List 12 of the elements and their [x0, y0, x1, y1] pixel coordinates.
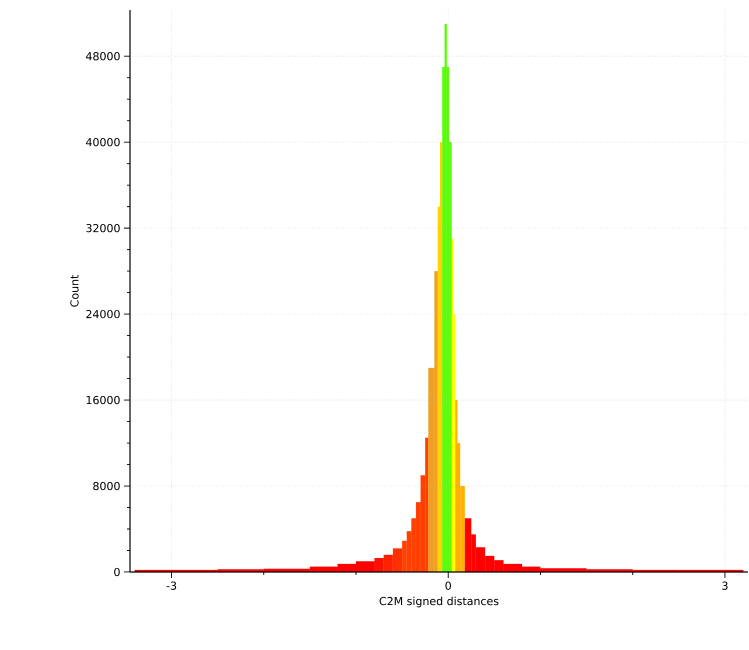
x-axis-title: C2M signed distances [380, 596, 498, 608]
y-axis-title: Count [70, 274, 79, 307]
y-tick-label: 40000 [86, 138, 120, 146]
x-tick-label: 0 [445, 582, 451, 590]
y-tick-label: 8000 [93, 482, 120, 490]
x-tick-label: -3 [166, 582, 176, 590]
y-tick-label: 24000 [86, 310, 120, 318]
y-tick-label: 32000 [86, 224, 120, 232]
x-tick-label: 3 [722, 582, 728, 590]
y-tick-label: 0 [114, 568, 120, 576]
y-tick-label: 48000 [86, 52, 120, 60]
y-tick-label: 16000 [86, 396, 120, 404]
